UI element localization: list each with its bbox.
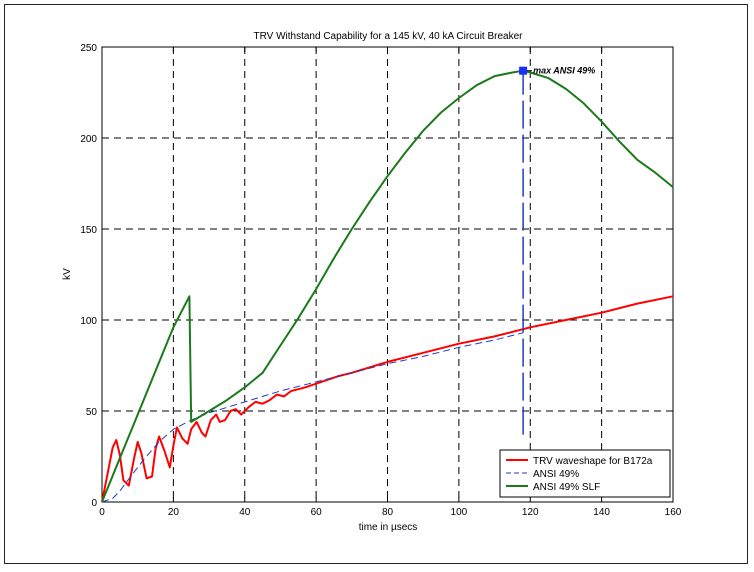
legend: TRV waveshape for B172a ANSI 49% ANSI 49…: [499, 449, 671, 498]
y-tick-label: 250: [80, 43, 97, 54]
y-tick-label: 150: [80, 225, 97, 236]
x-tick-label: 0: [99, 507, 105, 518]
legend-label-trv: TRV waveshape for B172a: [533, 456, 653, 467]
x-tick-label: 100: [451, 507, 468, 518]
legend-label-ansi: ANSI 49%: [533, 469, 579, 480]
y-axis-label: kV: [62, 268, 73, 280]
x-axis-label: time in µsecs: [359, 522, 418, 533]
x-tick-label: 40: [239, 507, 251, 518]
annotation-layer: max ANSI 49%: [519, 66, 595, 76]
x-tick-label: 20: [168, 507, 180, 518]
legend-box: [499, 449, 671, 498]
y-tick-label: 0: [91, 498, 97, 509]
y-tick-label: 100: [80, 316, 97, 327]
x-tick-label: 120: [522, 507, 539, 518]
x-tick-label: 140: [593, 507, 610, 518]
max-ansi-annotation: max ANSI 49%: [533, 66, 595, 76]
x-tick-label: 80: [382, 507, 394, 518]
y-tick-label: 50: [86, 407, 98, 418]
max-ansi-marker: [519, 66, 528, 75]
legend-label-slf: ANSI 49% SLF: [533, 482, 600, 493]
ansi-49-slf-line: [101, 69, 674, 503]
x-tick-label: 160: [665, 507, 682, 518]
x-tick-label: 60: [311, 507, 323, 518]
trv-waveshape-line: [101, 295, 674, 503]
chart-title: TRV Withstand Capability for a 145 kV, 4…: [253, 31, 523, 42]
series-layer: [101, 69, 674, 503]
axis-ticks: 0 20 40 60 80 100 120 140 160 0 50 100 150 200 250: [80, 43, 681, 518]
ansi-49-line: [101, 332, 524, 503]
y-tick-label: 200: [80, 134, 97, 145]
grid: [102, 47, 673, 502]
